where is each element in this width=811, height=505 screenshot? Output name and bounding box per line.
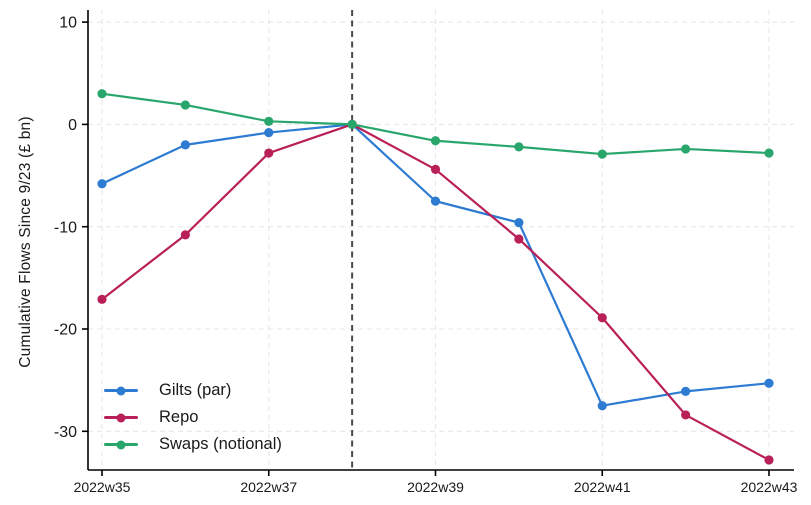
x-tick-label: 2022w39 [407,479,464,495]
data-point-gilts-par-2022w41 [597,401,607,411]
y-tick-label: -10 [54,219,77,236]
data-point-repo-2022w41 [597,313,607,323]
x-tick-label: 2022w43 [741,479,798,495]
data-point-swaps-notional-2022w35 [97,89,107,99]
data-point-repo-2022w36 [180,230,190,240]
data-point-swaps-notional-2022w38 [347,119,357,129]
legend-item-gilts: Gilts (par) [104,381,282,400]
legend-label-repo: Repo [159,408,199,426]
data-point-swaps-notional-2022w42 [681,144,691,154]
data-point-gilts-par-2022w40 [514,218,524,228]
x-tick-label: 2022w35 [74,479,131,495]
data-point-repo-2022w39 [430,164,441,175]
legend-label-gilts: Gilts (par) [159,381,232,399]
data-point-swaps-notional-2022w36 [180,100,190,110]
y-axis-title: Cumulative Flows Since 9/23 (£ bn) [17,116,34,368]
legend-label-swaps: Swaps (notional) [159,435,282,453]
data-point-gilts-par-2022w36 [180,140,190,150]
swaps-line-marker-icon [104,443,138,446]
data-point-repo-2022w42 [681,410,691,420]
data-point-gilts-par-2022w39 [430,196,441,206]
x-tick-label: 2022w41 [574,479,631,495]
data-point-gilts-par-2022w35 [97,179,107,189]
data-point-swaps-notional-2022w39 [430,136,441,146]
y-tick-label: 10 [59,15,77,32]
gilts-line-marker-icon [104,389,138,392]
data-point-swaps-notional-2022w41 [597,149,607,159]
y-tick-label: 0 [68,117,77,134]
data-point-swaps-notional-2022w40 [514,142,524,152]
y-tick-label: -20 [54,322,77,339]
data-point-repo-2022w35 [97,294,107,304]
repo-line-marker-icon [104,416,138,419]
data-point-repo-2022w43 [764,455,774,465]
data-point-swaps-notional-2022w43 [764,148,774,158]
data-point-repo-2022w37 [264,148,274,158]
data-point-gilts-par-2022w37 [264,127,274,138]
legend-item-repo: Repo [104,408,282,427]
data-point-swaps-notional-2022w37 [264,116,274,126]
y-tick-label: -30 [54,424,77,441]
legend: Gilts (par) Repo Swaps (notional) [104,381,282,454]
legend-item-swaps: Swaps (notional) [104,435,282,454]
x-tick-label: 2022w37 [240,479,297,495]
data-point-repo-2022w40 [514,234,524,244]
data-point-gilts-par-2022w42 [681,386,691,397]
data-point-gilts-par-2022w43 [764,378,774,388]
